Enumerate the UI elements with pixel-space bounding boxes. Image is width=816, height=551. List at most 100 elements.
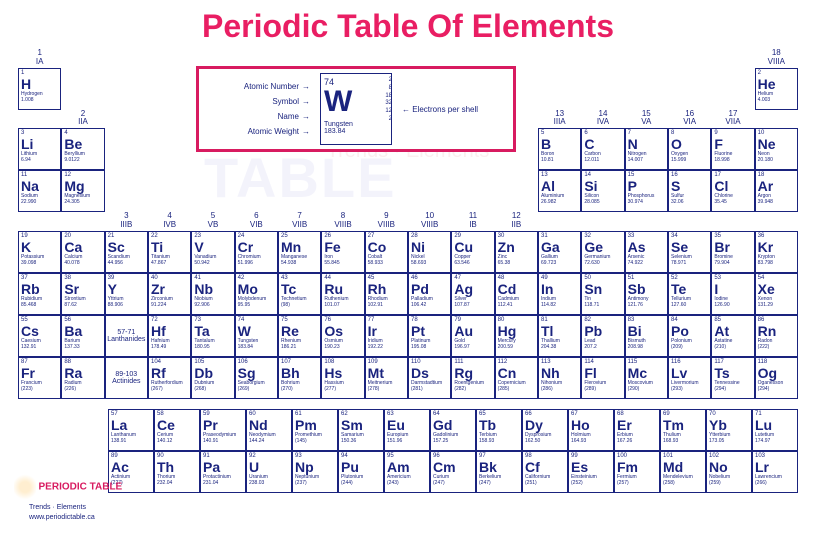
element-cell: 46PdPalladium106.42 xyxy=(408,273,451,315)
element-cell: 20CaCalcium40.078 xyxy=(61,231,104,273)
element-cell: 72HfHafnium178.49 xyxy=(148,315,191,357)
group-label: 1IA xyxy=(18,49,61,68)
element-cell: 87FrFrancium(223) xyxy=(18,357,61,399)
element-cell: 84PoPolonium(209) xyxy=(668,315,711,357)
group-label: 16VIA xyxy=(668,110,711,129)
element-cell: 1HHydrogen1.008 xyxy=(18,68,61,110)
logo-icon xyxy=(14,473,36,501)
element-cell: 61PmPromethium(145) xyxy=(292,409,338,451)
element-cell: 40ZrZirconium91.224 xyxy=(148,273,191,315)
element-cell: 57LaLanthanum138.91 xyxy=(108,409,154,451)
element-cell: 92UUranium238.03 xyxy=(246,451,292,493)
element-cell: 75ReRhenium186.21 xyxy=(278,315,321,357)
element-cell: 33AsArsenic74.922 xyxy=(625,231,668,273)
element-cell: 9FFluorine18.998 xyxy=(711,128,754,170)
element-cell: 26FeIron55.845 xyxy=(321,231,364,273)
legend-labels-right: ← Electrons per shell xyxy=(396,101,513,118)
element-cell: 88RaRadium(226) xyxy=(61,357,104,399)
group-label: 14IVA xyxy=(581,110,624,129)
element-cell: 34SeSelenium78.971 xyxy=(668,231,711,273)
element-cell: 53IIodine126.90 xyxy=(711,273,754,315)
element-cell: 97BkBerkelium(247) xyxy=(476,451,522,493)
element-cell: 62SmSamarium150.36 xyxy=(338,409,384,451)
group-label: 3IIIB xyxy=(105,212,148,231)
element-cell: 25MnManganese54.938 xyxy=(278,231,321,273)
element-cell: 38SrStrontium87.62 xyxy=(61,273,104,315)
element-cell: 109MtMeitnerium(278) xyxy=(365,357,408,399)
element-cell: 102NoNobelium(259) xyxy=(706,451,752,493)
element-cell: 96CmCurium(247) xyxy=(430,451,476,493)
element-cell: 28NiNickel58.693 xyxy=(408,231,451,273)
element-cell: 74WTungsten183.84 xyxy=(235,315,278,357)
group-label: 17VIIA xyxy=(711,110,754,129)
element-cell: 31GaGallium69.723 xyxy=(538,231,581,273)
element-cell: 114FlFlerovium(289) xyxy=(581,357,624,399)
group-label: 5VB xyxy=(191,212,234,231)
element-cell: 105DbDubnium(268) xyxy=(191,357,234,399)
element-cell: 113NhNihonium(286) xyxy=(538,357,581,399)
element-cell: 3LiLithium6.94 xyxy=(18,128,61,170)
group-label: 10VIIIB xyxy=(408,212,451,231)
group-label: 12IIB xyxy=(495,212,538,231)
element-cell: 107BhBohrium(270) xyxy=(278,357,321,399)
element-cell: 15PPhosphorus30.974 xyxy=(625,170,668,212)
element-cell: 27CoCobalt58.933 xyxy=(365,231,408,273)
element-cell: 81TlThallium204.38 xyxy=(538,315,581,357)
element-cell: 23VVanadium50.942 xyxy=(191,231,234,273)
element-cell: 16SSulfur32.06 xyxy=(668,170,711,212)
legend-example-cell: 74 W Tungsten 183.84 281832122 xyxy=(316,73,396,145)
element-cell: 64GdGadolinium157.25 xyxy=(430,409,476,451)
series-placeholder: 89-103 Actinides xyxy=(105,357,148,399)
element-cell: 111RgRoentgenium(282) xyxy=(451,357,494,399)
element-cell: 63EuEuropium151.96 xyxy=(384,409,430,451)
element-cell: 30ZnZinc65.38 xyxy=(495,231,538,273)
element-cell: 90ThThorium232.04 xyxy=(154,451,200,493)
element-cell: 56BaBarium137.33 xyxy=(61,315,104,357)
element-cell: 55CsCaesium132.91 xyxy=(18,315,61,357)
element-cell: 12MgMagnesium24.305 xyxy=(61,170,104,212)
element-cell: 58CeCerium140.12 xyxy=(154,409,200,451)
element-cell: 82PbLead207.2 xyxy=(581,315,624,357)
site-logo: PERIODIC TABLE Trends · Elements www.per… xyxy=(14,473,122,521)
element-cell: 35BrBromine79.904 xyxy=(711,231,754,273)
element-cell: 4BeBeryllium9.0122 xyxy=(61,128,104,170)
group-label: 4IVB xyxy=(148,212,191,231)
group-label: 7VIIB xyxy=(278,212,321,231)
element-cell: 95AmAmericium(243) xyxy=(384,451,430,493)
element-cell: 76OsOsmium190.23 xyxy=(321,315,364,357)
element-cell: 67HoHolmium164.93 xyxy=(568,409,614,451)
element-cell: 8OOxygen15.999 xyxy=(668,128,711,170)
element-cell: 41NbNiobium92.906 xyxy=(191,273,234,315)
element-cell: 98CfCalifornium(251) xyxy=(522,451,568,493)
element-cell: 7NNitrogen14.007 xyxy=(625,128,668,170)
element-cell: 100FmFermium(257) xyxy=(614,451,660,493)
element-cell: 43TcTechnetium(98) xyxy=(278,273,321,315)
group-label: 6VIB xyxy=(235,212,278,231)
element-cell: 29CuCopper63.546 xyxy=(451,231,494,273)
element-cell: 80HgMercury200.59 xyxy=(495,315,538,357)
element-cell: 93NpNeptunium(237) xyxy=(292,451,338,493)
legend-labels-left: Atomic Number→ Symbol→ Name→ Atomic Weig… xyxy=(199,75,316,144)
element-cell: 112CnCopernicium(285) xyxy=(495,357,538,399)
series-placeholder: 57-71 Lanthanides xyxy=(105,315,148,357)
element-cell: 18ArArgon39.948 xyxy=(755,170,798,212)
group-label: 2IIA xyxy=(61,110,104,129)
element-cell: 44RuRuthenium101.07 xyxy=(321,273,364,315)
element-cell: 110DsDarmstadtium(281) xyxy=(408,357,451,399)
element-cell: 42MoMolybdenum95.95 xyxy=(235,273,278,315)
element-cell: 47AgSilver107.87 xyxy=(451,273,494,315)
element-cell: 19KPotassium39.098 xyxy=(18,231,61,273)
element-cell: 13AlAluminium26.982 xyxy=(538,170,581,212)
element-cell: 37RbRubidium85.468 xyxy=(18,273,61,315)
element-cell: 70YbYtterbium173.05 xyxy=(706,409,752,451)
element-cell: 85AtAstatine(210) xyxy=(711,315,754,357)
element-cell: 60NdNeodymium144.24 xyxy=(246,409,292,451)
group-label: 13IIIA xyxy=(538,110,581,129)
legend-box: Atomic Number→ Symbol→ Name→ Atomic Weig… xyxy=(196,66,516,152)
element-cell: 22TiTitanium47.867 xyxy=(148,231,191,273)
element-cell: 108HsHassium(277) xyxy=(321,357,364,399)
element-cell: 14SiSilicon28.085 xyxy=(581,170,624,212)
group-label: 18VIIIA xyxy=(755,49,798,68)
element-cell: 99EsEinsteinium(252) xyxy=(568,451,614,493)
element-cell: 77IrIridium192.22 xyxy=(365,315,408,357)
